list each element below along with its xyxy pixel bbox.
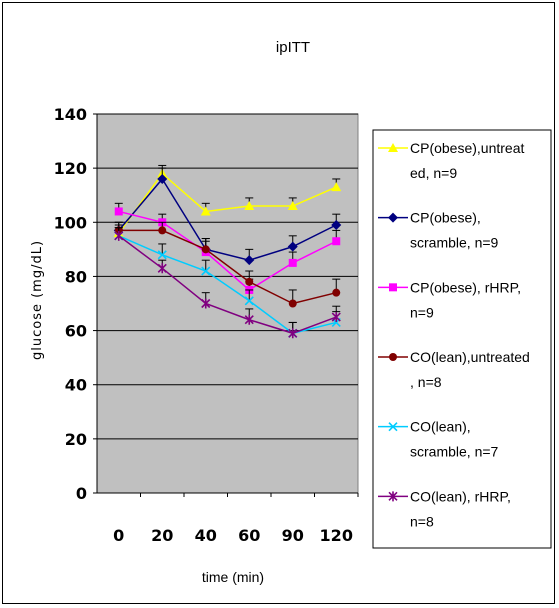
- legend-label-4-0: CO(lean),: [410, 419, 471, 435]
- legend-label-0-0: CP(obese),untreat: [410, 140, 525, 156]
- y-tick-label-140: 140: [54, 105, 87, 124]
- y-tick-label-60: 60: [65, 322, 87, 341]
- point-5-4: [288, 328, 298, 339]
- legend-marker-1: [388, 212, 398, 223]
- x-tick-label-0: 0: [113, 526, 124, 545]
- series-0: [113, 164, 342, 238]
- x-axis-label: time (min): [202, 569, 264, 585]
- legend-marker-0: [388, 143, 398, 152]
- y-tick-label-80: 80: [65, 267, 87, 286]
- point-4-1: [157, 250, 167, 260]
- point-1-5: [331, 219, 342, 230]
- series-line-0: [118, 172, 337, 234]
- point-4-3: [244, 296, 254, 306]
- point-2-4: [288, 258, 297, 267]
- point-3-5: [332, 288, 341, 297]
- series-layer: [113, 164, 342, 339]
- plot-area: [96, 113, 359, 494]
- x-tick-label-40: 40: [195, 526, 217, 545]
- series-line-3: [118, 229, 337, 305]
- point-2-5: [332, 237, 341, 246]
- x-tick-label-120: 120: [320, 526, 353, 545]
- legend: CP(obese),untreat ed, n=9 CP(obese), scramb…: [372, 129, 552, 549]
- x-tick-label-90: 90: [282, 526, 304, 545]
- legend-label-3-0: CO(lean),untreated: [410, 349, 530, 365]
- point-4-2: [201, 266, 211, 276]
- series-line-4: [118, 235, 337, 335]
- legend-marker-5: [388, 491, 398, 502]
- legend-marker-4: [388, 422, 398, 432]
- legend-label-3-1: , n=8: [410, 374, 442, 390]
- x-tick-label-20: 20: [151, 526, 173, 545]
- point-3-4: [288, 299, 297, 308]
- point-1-1: [157, 173, 168, 184]
- x-tick-label-60: 60: [238, 526, 260, 545]
- legend-label-5-0: CO(lean), rHRP,: [410, 488, 511, 504]
- y-axis-label: glucose (mg/dL): [30, 240, 45, 360]
- legend-label-4-1: scramble, n=7: [410, 444, 499, 460]
- series-5: [114, 227, 341, 339]
- legend-label-0-1: ed, n=9: [410, 165, 457, 181]
- legend-marker-2: [389, 283, 397, 292]
- point-1-4: [287, 241, 298, 252]
- y-tick-label-120: 120: [54, 159, 87, 178]
- point-2-0: [114, 207, 123, 216]
- point-3-1: [158, 226, 167, 235]
- legend-label-2-0: CP(obese), rHRP,: [410, 279, 521, 295]
- series-line-2: [118, 210, 337, 291]
- series-line-1: [118, 177, 337, 261]
- legend-label-1-0: CP(obese),: [410, 210, 481, 226]
- grid-lines: [93, 113, 359, 497]
- point-5-2: [201, 298, 211, 309]
- y-tick-label-20: 20: [65, 430, 87, 449]
- y-tick-label-0: 0: [76, 484, 87, 503]
- point-0-4: [287, 201, 298, 211]
- point-5-1: [157, 263, 167, 274]
- x-tick-labels: 0 20 40 60 90 120: [113, 526, 353, 545]
- point-5-5: [331, 312, 341, 323]
- y-tick-label-100: 100: [54, 213, 87, 232]
- point-5-3: [244, 314, 254, 325]
- legend-label-5-1: n=8: [410, 513, 434, 529]
- point-0-5: [331, 182, 342, 192]
- legend-label-2-1: n=9: [410, 304, 434, 320]
- plot-background: [96, 113, 359, 494]
- legend-label-1-1: scramble, n=9: [410, 235, 499, 251]
- y-tick-labels: 0 20 40 60 80 100 120 140: [54, 105, 87, 503]
- point-3-3: [245, 277, 254, 286]
- series-3: [114, 221, 341, 308]
- point-0-3: [244, 201, 255, 211]
- point-3-2: [201, 245, 210, 254]
- point-5-0: [114, 230, 124, 241]
- point-0-2: [200, 206, 211, 216]
- series-line-5: [118, 235, 337, 335]
- legend-box: [372, 129, 552, 549]
- legend-marker-3: [389, 353, 397, 361]
- y-tick-label-40: 40: [65, 376, 87, 395]
- chart-title: ipITT: [276, 39, 310, 56]
- point-1-3: [244, 255, 255, 266]
